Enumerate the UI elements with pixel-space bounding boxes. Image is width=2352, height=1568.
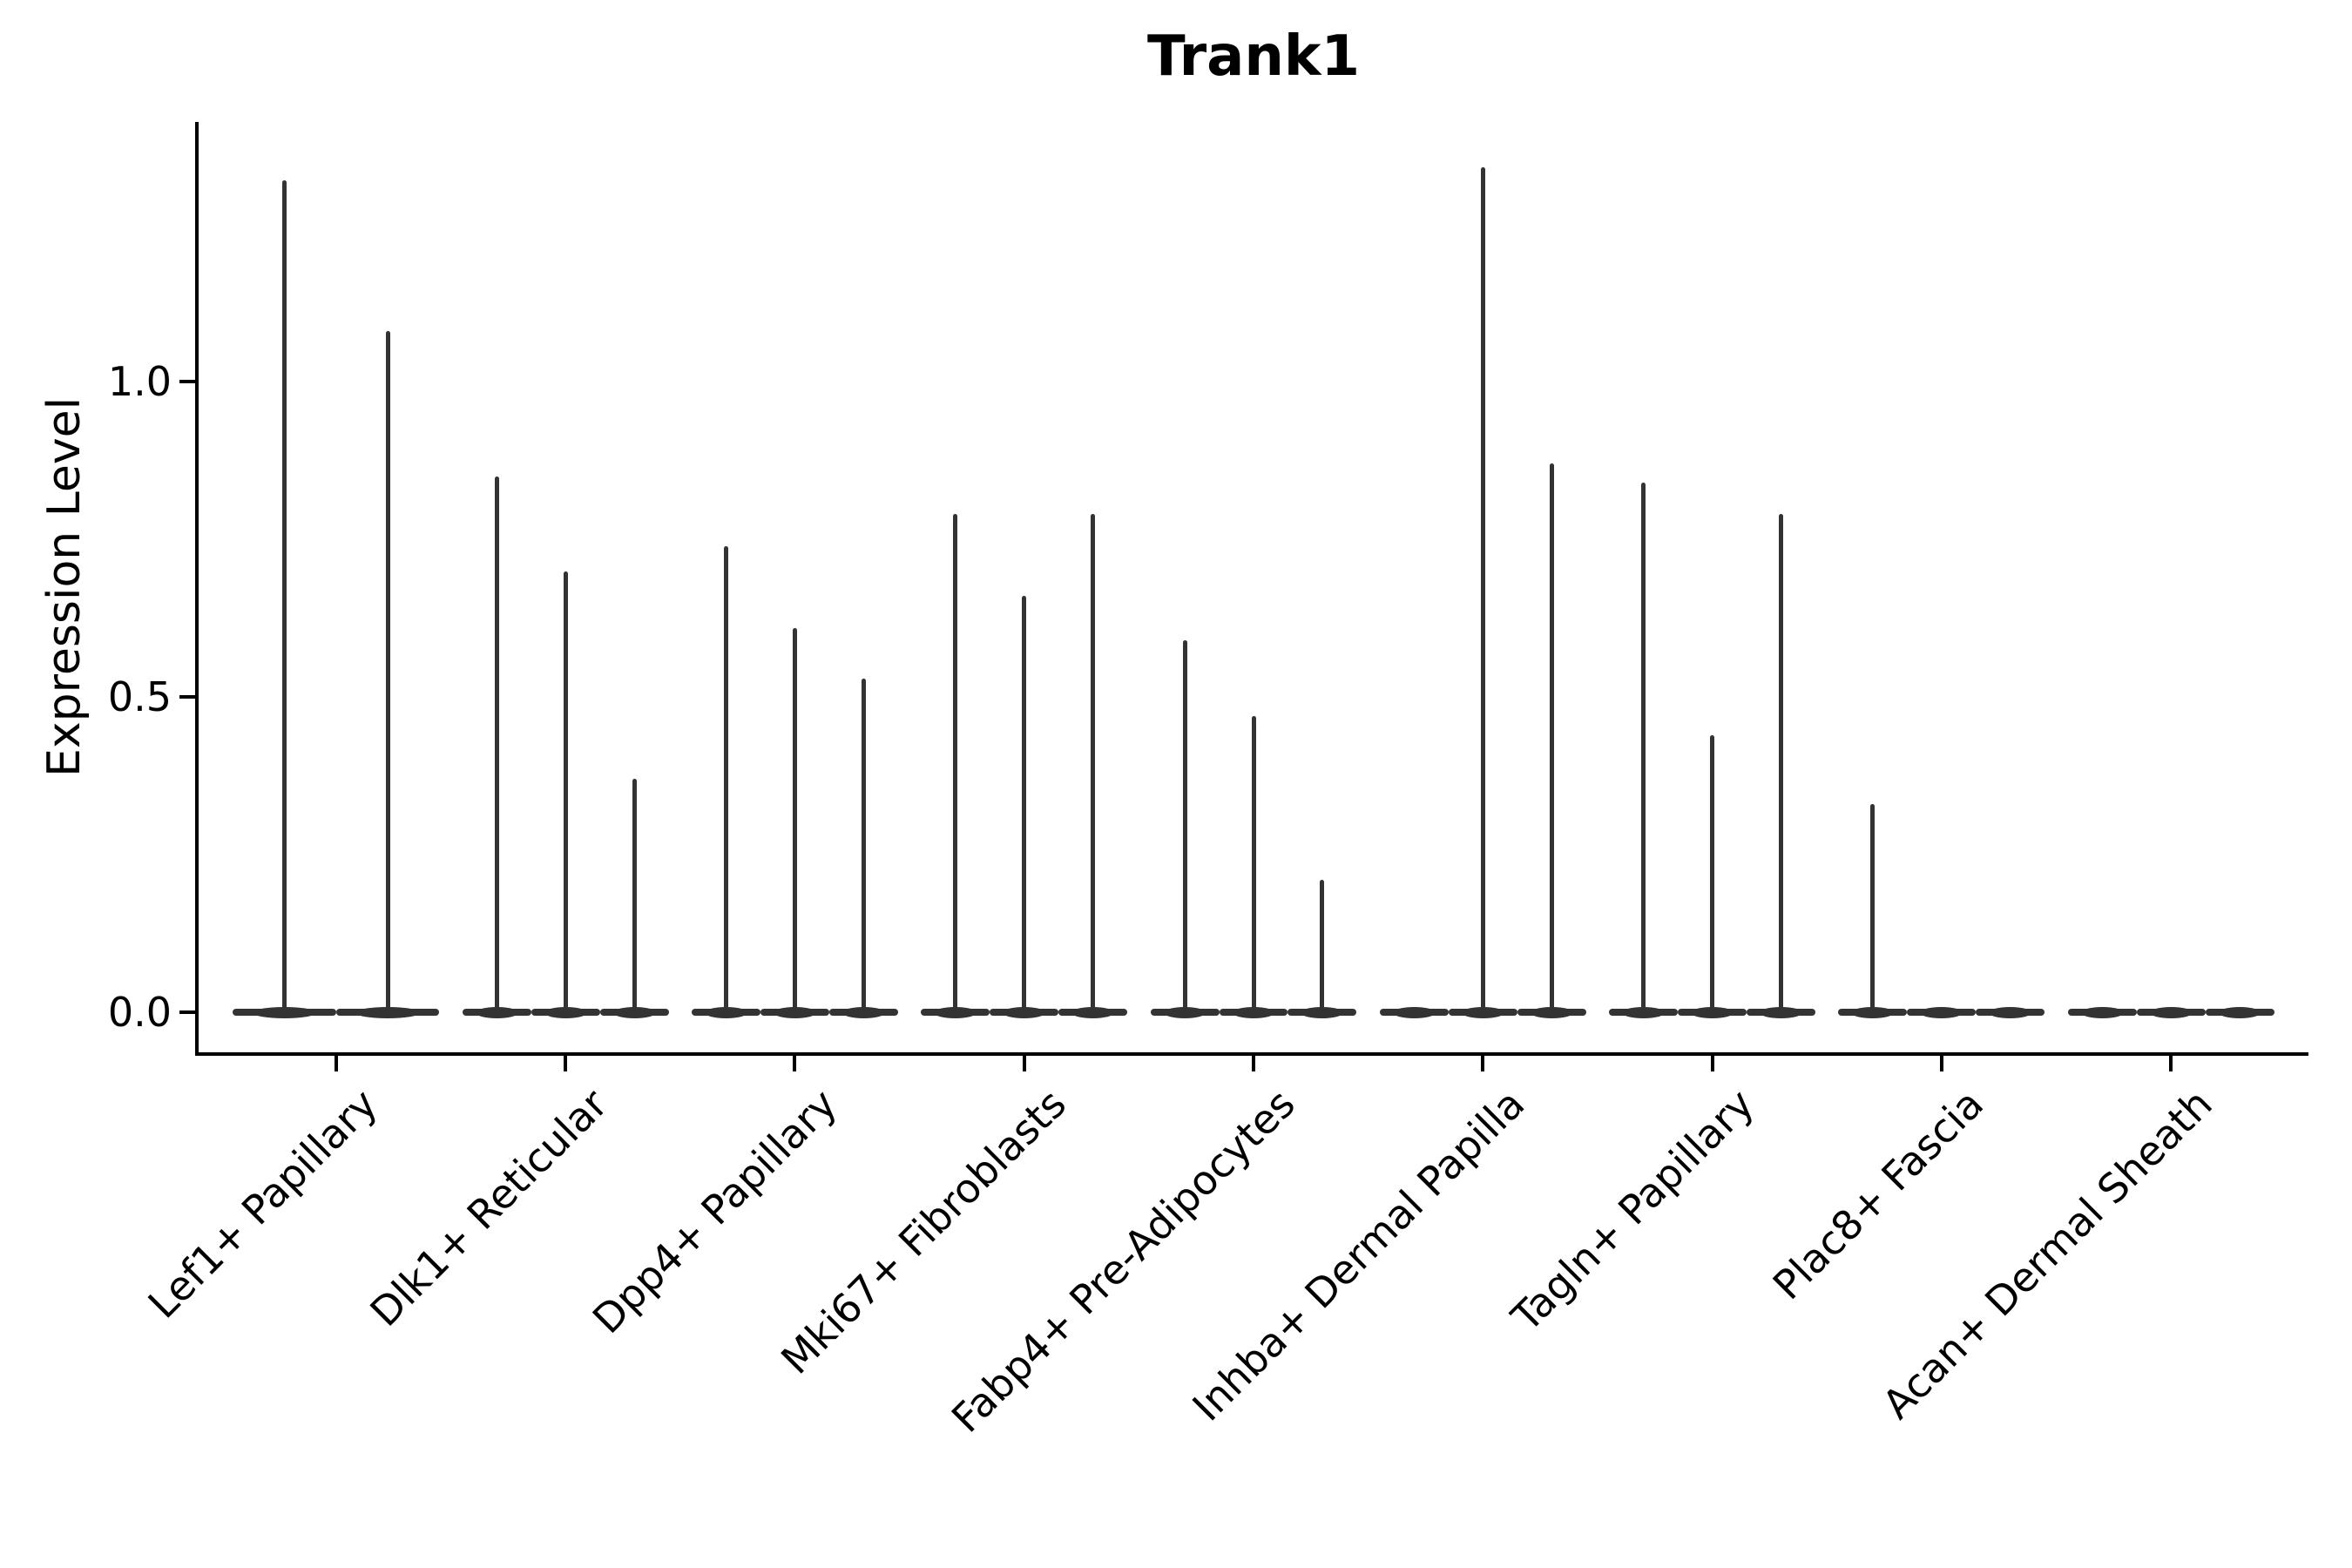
violin-spike [282, 179, 287, 1017]
violin-spike [1641, 483, 1646, 1017]
violin-spike [953, 514, 958, 1017]
violin-spike [632, 779, 637, 1017]
y-tick-mark [179, 695, 195, 700]
violin-spike [792, 627, 797, 1017]
violin-spike [1480, 167, 1485, 1017]
violin-body-bulge [2080, 1006, 2124, 1018]
violin-body-bulge [2149, 1006, 2193, 1018]
y-tick-label: 0.5 [107, 673, 172, 721]
x-tick-label: Tagln+ Papillary [1502, 1079, 1763, 1341]
x-tick-mark [1022, 1056, 1026, 1071]
violin-spike [1022, 596, 1027, 1017]
violin-spike [385, 331, 390, 1017]
y-tick-mark [179, 380, 195, 384]
y-tick-label: 0.0 [107, 989, 172, 1037]
x-tick-mark [1939, 1056, 1943, 1071]
x-tick-mark [1252, 1056, 1255, 1071]
x-axis-spine [195, 1052, 2308, 1056]
x-tick-label: Dpp4+ Papillary [583, 1079, 846, 1343]
y-axis-label: Expression Level [38, 396, 91, 778]
x-tick-mark [564, 1056, 568, 1071]
y-tick-mark [179, 1010, 195, 1015]
x-tick-mark [793, 1056, 797, 1071]
x-tick-mark [2169, 1056, 2173, 1071]
violin-body-bulge [1392, 1006, 1436, 1018]
x-tick-label: Lef1+ Papillary [139, 1079, 388, 1328]
violin-spike [563, 571, 568, 1017]
violin-body-bulge [1989, 1006, 2032, 1018]
x-tick-label: Plac8+ Fascia [1763, 1079, 1992, 1309]
chart-title: Trank1 [1146, 24, 1361, 89]
violin-spike [1320, 880, 1325, 1017]
violin-body-bulge [2218, 1006, 2261, 1018]
x-tick-mark [1481, 1056, 1485, 1071]
violin-spike [1182, 640, 1187, 1017]
violin-spike [1091, 514, 1096, 1017]
violin-body-bulge [1920, 1006, 1963, 1018]
y-tick-label: 1.0 [107, 358, 172, 406]
violin-spike [1779, 514, 1783, 1017]
y-axis-spine [195, 122, 199, 1056]
violin-spike [1549, 463, 1554, 1017]
violin-spike [494, 476, 499, 1017]
violin-spike [724, 545, 728, 1017]
violin-spike [1710, 734, 1715, 1017]
x-tick-label: Dlk1+ Reticular [361, 1079, 617, 1336]
violin-spike [861, 678, 866, 1017]
violin-spike [1251, 716, 1256, 1017]
x-tick-mark [1710, 1056, 1714, 1071]
violin-spike [1870, 804, 1876, 1017]
x-tick-mark [334, 1056, 338, 1071]
